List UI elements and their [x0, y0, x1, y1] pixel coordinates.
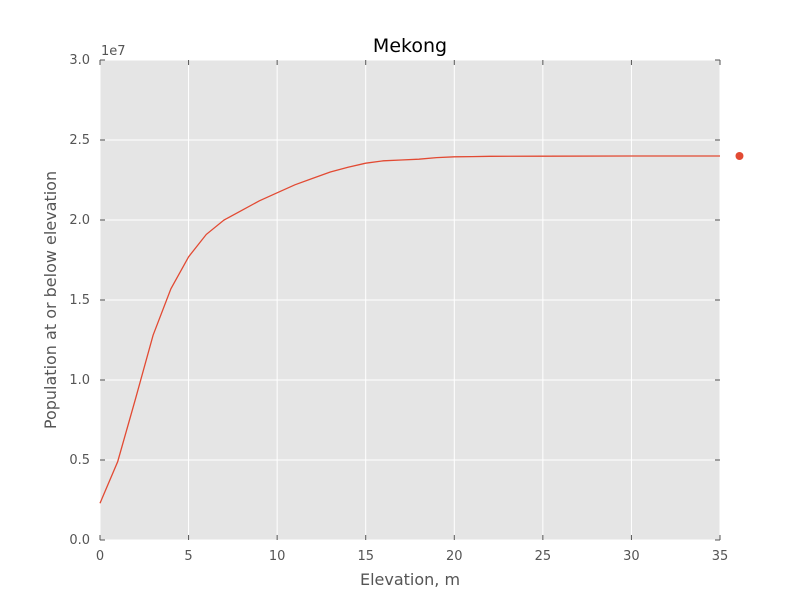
x-tick-label: 25 — [535, 549, 552, 564]
x-tick-label: 30 — [623, 549, 640, 564]
x-tick-label: 10 — [269, 549, 286, 564]
data-point — [735, 152, 744, 160]
y-axis-offset-label: 1e7 — [101, 44, 126, 59]
tick-labels: 0 5 10 15 20 25 30 35 0.0 0.5 1.0 1.5 2.0 2.5 3.0 — [69, 53, 728, 564]
y-tick-label: 1.5 — [69, 293, 90, 308]
y-tick-label: 2.5 — [69, 133, 90, 148]
axis-ticks — [99, 59, 721, 541]
x-tick-label: 15 — [357, 549, 374, 564]
y-tick-label: 0.0 — [69, 533, 90, 548]
y-tick-label: 2.0 — [69, 213, 90, 228]
series-layer — [99, 152, 744, 504]
x-tick-label: 0 — [96, 549, 104, 564]
y-axis-label: Population at or below elevation — [41, 171, 60, 429]
chart-title: Mekong — [373, 35, 447, 57]
x-tick-label: 20 — [446, 549, 463, 564]
y-tick-label: 0.5 — [69, 453, 90, 468]
y-tick-label: 3.0 — [69, 53, 90, 68]
x-tick-label: 5 — [184, 549, 192, 564]
y-tick-label: 1.0 — [69, 373, 90, 388]
x-axis-label: Elevation, m — [360, 570, 460, 589]
x-tick-label: 35 — [712, 549, 729, 564]
series-line — [99, 155, 720, 504]
